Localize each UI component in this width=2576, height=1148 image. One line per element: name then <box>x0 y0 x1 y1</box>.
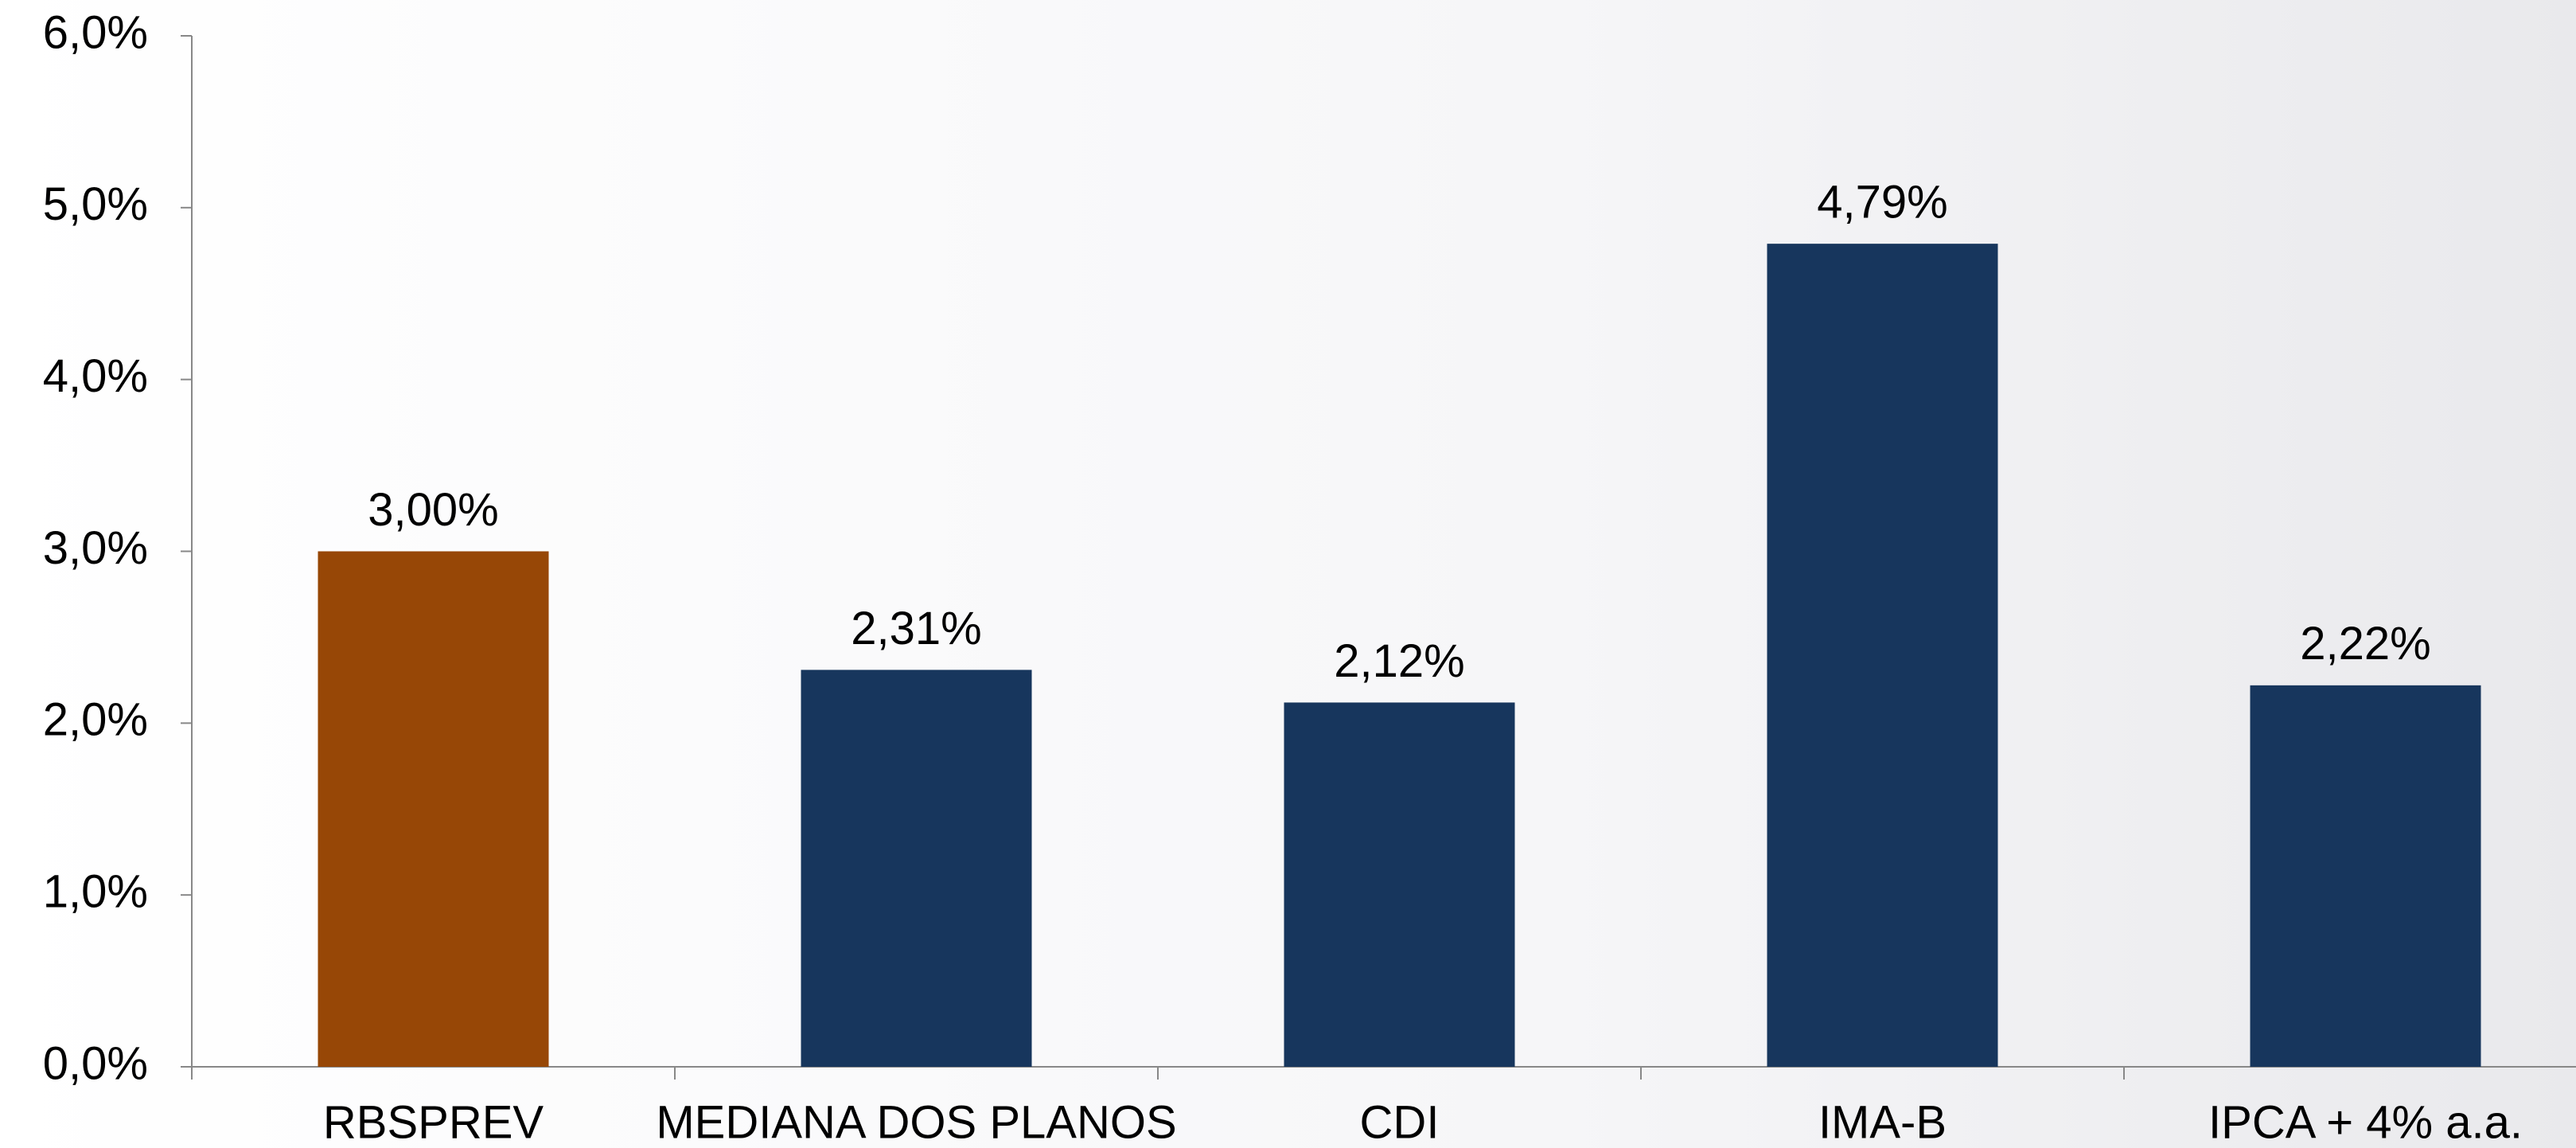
x-tick-label: IPCA + 4% a.a. <box>2208 1096 2523 1148</box>
y-tick-label: 1,0% <box>43 865 148 917</box>
bar <box>318 551 549 1067</box>
y-tick-label: 3,0% <box>43 522 148 574</box>
x-tick-label: IMA-B <box>1818 1096 1947 1148</box>
value-label: 2,31% <box>851 603 981 654</box>
bar <box>1284 702 1515 1067</box>
bar <box>801 670 1032 1067</box>
y-tick-label: 6,0% <box>43 6 148 58</box>
value-label: 2,12% <box>1334 635 1464 687</box>
value-label: 4,79% <box>1817 176 1947 228</box>
bar <box>1767 244 1998 1067</box>
x-tick-label: RBSPREV <box>323 1096 544 1148</box>
y-tick-label: 0,0% <box>43 1037 148 1089</box>
x-tick-label: CDI <box>1360 1096 1440 1148</box>
y-tick-label: 2,0% <box>43 694 148 746</box>
bar <box>2250 685 2481 1067</box>
y-tick-label: 5,0% <box>43 178 148 230</box>
y-tick-label: 4,0% <box>43 350 148 402</box>
value-label: 3,00% <box>368 484 498 536</box>
x-tick-label: MEDIANA DOS PLANOS <box>656 1096 1176 1148</box>
value-label: 2,22% <box>2300 618 2430 670</box>
